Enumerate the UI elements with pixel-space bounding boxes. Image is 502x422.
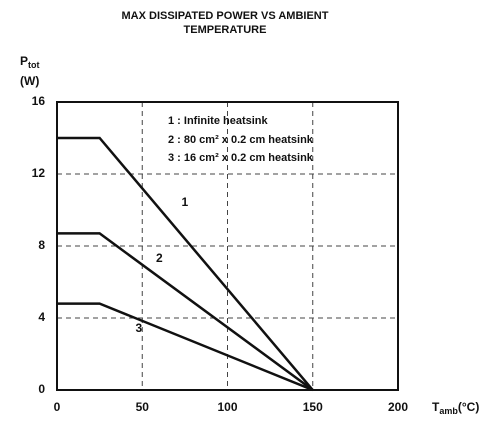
x-tick-label: 100: [217, 400, 237, 414]
series-label: 1: [182, 195, 189, 209]
series-label: 2: [156, 251, 163, 265]
legend-entry: 3 : 16 cm² x 0.2 cm heatsink: [168, 152, 314, 164]
chart-title: MAX DISSIPATED POWER VS AMBIENT: [122, 10, 329, 22]
series-line: [57, 232, 314, 392]
x-tick-label: 0: [54, 400, 61, 414]
x-tick-label: 50: [136, 400, 150, 414]
x-label-unit: (°C): [458, 400, 479, 414]
y-label-symbol: P: [20, 54, 28, 68]
x-tick-label: 150: [303, 400, 323, 414]
y-tick-label: 0: [38, 382, 45, 396]
y-label-sub: tot: [28, 60, 40, 70]
y-tick-label: 16: [32, 94, 46, 108]
x-label-sub: amb: [439, 406, 458, 416]
y-axis-label-unit: (W): [20, 74, 39, 88]
series-line: [57, 136, 314, 391]
y-tick-label: 8: [38, 238, 45, 252]
chart-title: TEMPERATURE: [184, 24, 267, 36]
series-label: 3: [135, 321, 142, 335]
y-tick-label: 4: [38, 310, 45, 324]
legend-entry: 1 : Infinite heatsink: [168, 115, 269, 127]
y-axis-label: Ptot: [20, 54, 40, 70]
x-label-symbol: T: [432, 400, 440, 414]
x-axis-label: Tamb(°C): [432, 400, 479, 416]
y-tick-label: 12: [32, 166, 46, 180]
series-line: [57, 302, 314, 392]
plot-frame: [56, 101, 399, 391]
x-tick-label: 200: [388, 400, 408, 414]
legend-entry: 2 : 80 cm² x 0.2 cm heatsink: [168, 134, 314, 146]
